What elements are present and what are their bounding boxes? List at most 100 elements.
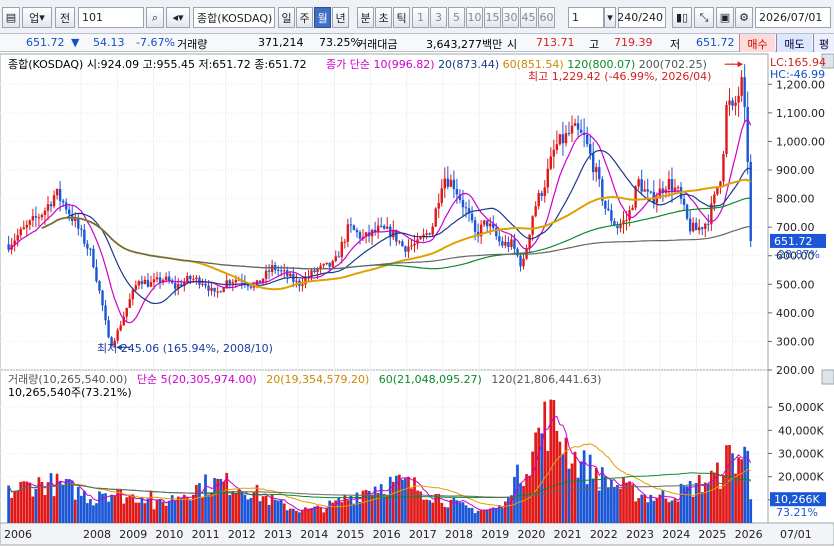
candle-body <box>682 198 686 205</box>
interval-tab-0[interactable]: 분 <box>357 7 374 28</box>
save-icon[interactable]: ▣ <box>716 7 734 28</box>
candle-type-icon[interactable]: ▮▯ <box>672 7 692 28</box>
market-select[interactable]: 업 ▾ <box>22 7 52 28</box>
price-chart[interactable]: 1,200.00 1,100.00 1,000.00 900.00 800.00 700.… <box>0 52 834 547</box>
candle-body <box>170 281 174 283</box>
volume-bar <box>13 490 17 523</box>
candle-body <box>694 222 698 231</box>
volume-bar <box>631 484 634 523</box>
interval-tab-2[interactable]: 틱 <box>393 7 410 28</box>
volume-bar <box>491 507 495 523</box>
candle-body <box>283 270 286 272</box>
candle-body <box>19 229 22 236</box>
minute-button-5[interactable]: 30 <box>502 7 519 28</box>
volume-bar <box>725 445 728 523</box>
candle-body <box>64 202 68 210</box>
volume-bar <box>555 430 559 523</box>
candle-body <box>588 144 592 154</box>
price-legend: 종합(KOSDAQ) 시:924.09 고:955.45 저:651.72 종:… <box>8 56 307 72</box>
volume-bar <box>273 499 277 523</box>
amount-value: 3,643,277백만 <box>426 38 503 51</box>
minute-button-6[interactable]: 45 <box>520 7 537 28</box>
candle-body <box>386 226 389 229</box>
candle-body <box>419 237 422 240</box>
count-input[interactable]: 240/240 <box>617 7 666 28</box>
candle-body <box>519 255 522 267</box>
volume-bar <box>670 500 674 523</box>
period-tab-1[interactable]: 주 <box>296 7 313 28</box>
ma10-legend: 10(996.82) <box>373 58 435 71</box>
candle-body <box>316 268 319 273</box>
high-label: 고 <box>589 38 600 51</box>
volume-bar <box>89 498 92 523</box>
low-value: 651.72 <box>696 36 735 49</box>
prev-button[interactable]: 전 <box>55 7 75 28</box>
candle-body <box>470 213 474 221</box>
hc-label: HC:-46.99 <box>770 68 826 81</box>
volume-bar <box>55 473 59 523</box>
candle-body <box>573 123 577 126</box>
minute-button-2[interactable]: 5 <box>448 7 465 28</box>
volume-bar <box>258 501 262 523</box>
candle-body <box>522 258 525 267</box>
buy-button[interactable]: 매수 <box>739 34 775 52</box>
eval-button[interactable]: 평 <box>813 34 834 52</box>
unit-select[interactable]: 1 <box>568 7 604 28</box>
volume-bar <box>16 490 20 523</box>
volume-bar <box>213 478 216 523</box>
volume-bar <box>288 508 292 523</box>
period-tab-2[interactable]: 월 <box>314 7 331 28</box>
sell-button[interactable]: 매도 <box>776 34 812 52</box>
search-icon[interactable]: ⌕ <box>146 7 164 28</box>
volume-bar <box>316 505 319 523</box>
volume-bar <box>52 496 56 523</box>
sound-icon[interactable]: ◂▾ <box>166 7 190 28</box>
ma-legend: 종가 단순 10(996.82) 20(873.44) 60(851.54) 1… <box>326 56 707 72</box>
menu-icon[interactable]: ▤ <box>2 7 20 28</box>
candle-body <box>143 279 147 285</box>
draw-tool-icon[interactable]: ⤡ <box>694 7 714 28</box>
candle-body <box>383 225 386 229</box>
gear-icon[interactable]: ⚙ <box>735 7 753 28</box>
count-total: /240 <box>638 11 663 24</box>
high-value: 719.39 <box>614 36 653 49</box>
volume-bar <box>234 493 238 523</box>
volume-bar <box>682 486 686 523</box>
volume-bar <box>410 488 413 523</box>
volume-bar <box>298 512 301 523</box>
volume-bar <box>219 478 223 523</box>
chevron-down-icon[interactable]: ▾ <box>604 7 616 28</box>
candle-body <box>549 156 553 169</box>
candle-body <box>525 248 528 259</box>
scroll-volume-button[interactable] <box>821 369 834 385</box>
period-tab-3[interactable]: 년 <box>332 7 349 28</box>
candle-body <box>243 281 247 285</box>
date-input[interactable]: 2026/07/01 <box>755 7 831 28</box>
volume-bar <box>122 503 126 523</box>
minute-button-0[interactable]: 1 <box>412 7 429 28</box>
minute-button-4[interactable]: 15 <box>484 7 501 28</box>
volume-bar <box>116 489 120 523</box>
code-input[interactable]: 101 <box>78 7 144 28</box>
volume-bar <box>252 492 256 523</box>
volume-bar <box>685 486 689 523</box>
x-tick-label: 2026 <box>735 528 763 541</box>
candle-body <box>37 217 41 219</box>
candle-body <box>49 204 53 207</box>
candle-body <box>719 181 722 188</box>
minute-button-3[interactable]: 10 <box>466 7 483 28</box>
minute-button-1[interactable]: 3 <box>430 7 447 28</box>
x-tick-label: 2016 <box>373 528 401 541</box>
volume-bar <box>304 507 307 523</box>
period-tab-0[interactable]: 일 <box>278 7 295 28</box>
scroll-up-button[interactable] <box>821 53 834 69</box>
interval-tab-1[interactable]: 초 <box>375 7 392 28</box>
volume-legend-title: 거래량(10,265,540.00) <box>8 373 128 386</box>
candle-body <box>685 204 689 219</box>
high-annotation: 최고 1,229.42 (-46.99%, 2026/04) <box>528 70 712 83</box>
minute-button-7[interactable]: 60 <box>538 7 555 28</box>
volume-bar <box>307 508 310 523</box>
volume-bar <box>564 437 568 523</box>
volume-bar <box>279 499 283 523</box>
